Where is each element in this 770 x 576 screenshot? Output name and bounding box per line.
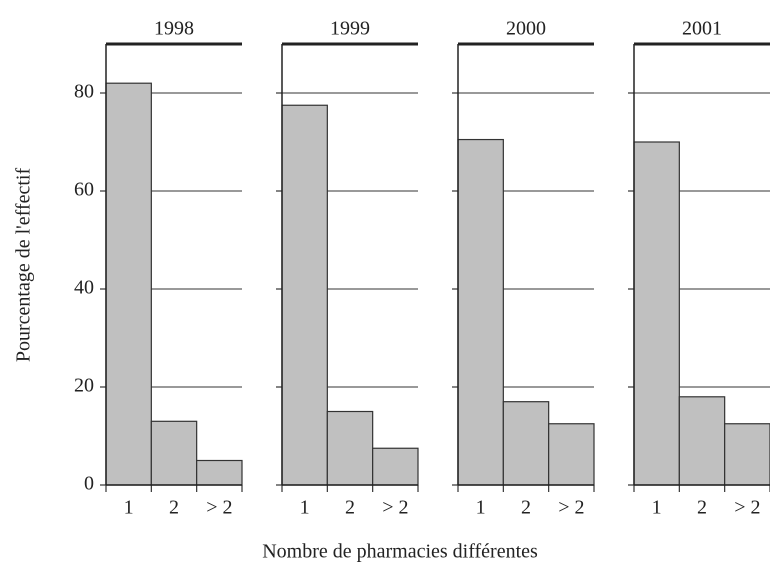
y-tick-label: 0 <box>84 473 94 495</box>
bar <box>150 420 198 486</box>
x-tick-label: > 2 <box>558 497 584 519</box>
panel-title: 2001 <box>682 18 722 40</box>
bar <box>281 104 328 486</box>
x-tick-label: > 2 <box>206 497 232 519</box>
bar <box>724 423 770 486</box>
bar <box>633 141 680 486</box>
y-tick-label: 20 <box>74 375 94 397</box>
bar <box>196 459 243 486</box>
x-tick-label: 1 <box>300 497 310 519</box>
x-axis-label: Nombre de pharmacies différentes <box>262 541 538 563</box>
bar <box>105 82 152 486</box>
x-tick-label: 1 <box>124 497 134 519</box>
x-tick-label: 2 <box>345 497 355 519</box>
x-tick-label: 2 <box>521 497 531 519</box>
y-tick-label: 40 <box>74 277 94 299</box>
bar <box>502 401 550 486</box>
x-tick-label: 1 <box>652 497 662 519</box>
bar <box>678 396 726 486</box>
y-tick-label: 80 <box>74 81 94 103</box>
panel-title: 2000 <box>506 18 546 40</box>
y-axis-label: Pourcentage de l'effectif <box>13 168 35 363</box>
panel-title: 1999 <box>330 18 370 40</box>
x-tick-label: > 2 <box>734 497 760 519</box>
bar <box>548 423 595 486</box>
x-tick-label: 2 <box>169 497 179 519</box>
x-tick-label: 2 <box>697 497 707 519</box>
bar <box>372 447 419 486</box>
x-tick-label: > 2 <box>382 497 408 519</box>
y-tick-label: 60 <box>74 179 94 201</box>
panel-title: 1998 <box>154 18 194 40</box>
bar <box>457 138 504 486</box>
x-tick-label: 1 <box>476 497 486 519</box>
bar <box>326 410 374 486</box>
